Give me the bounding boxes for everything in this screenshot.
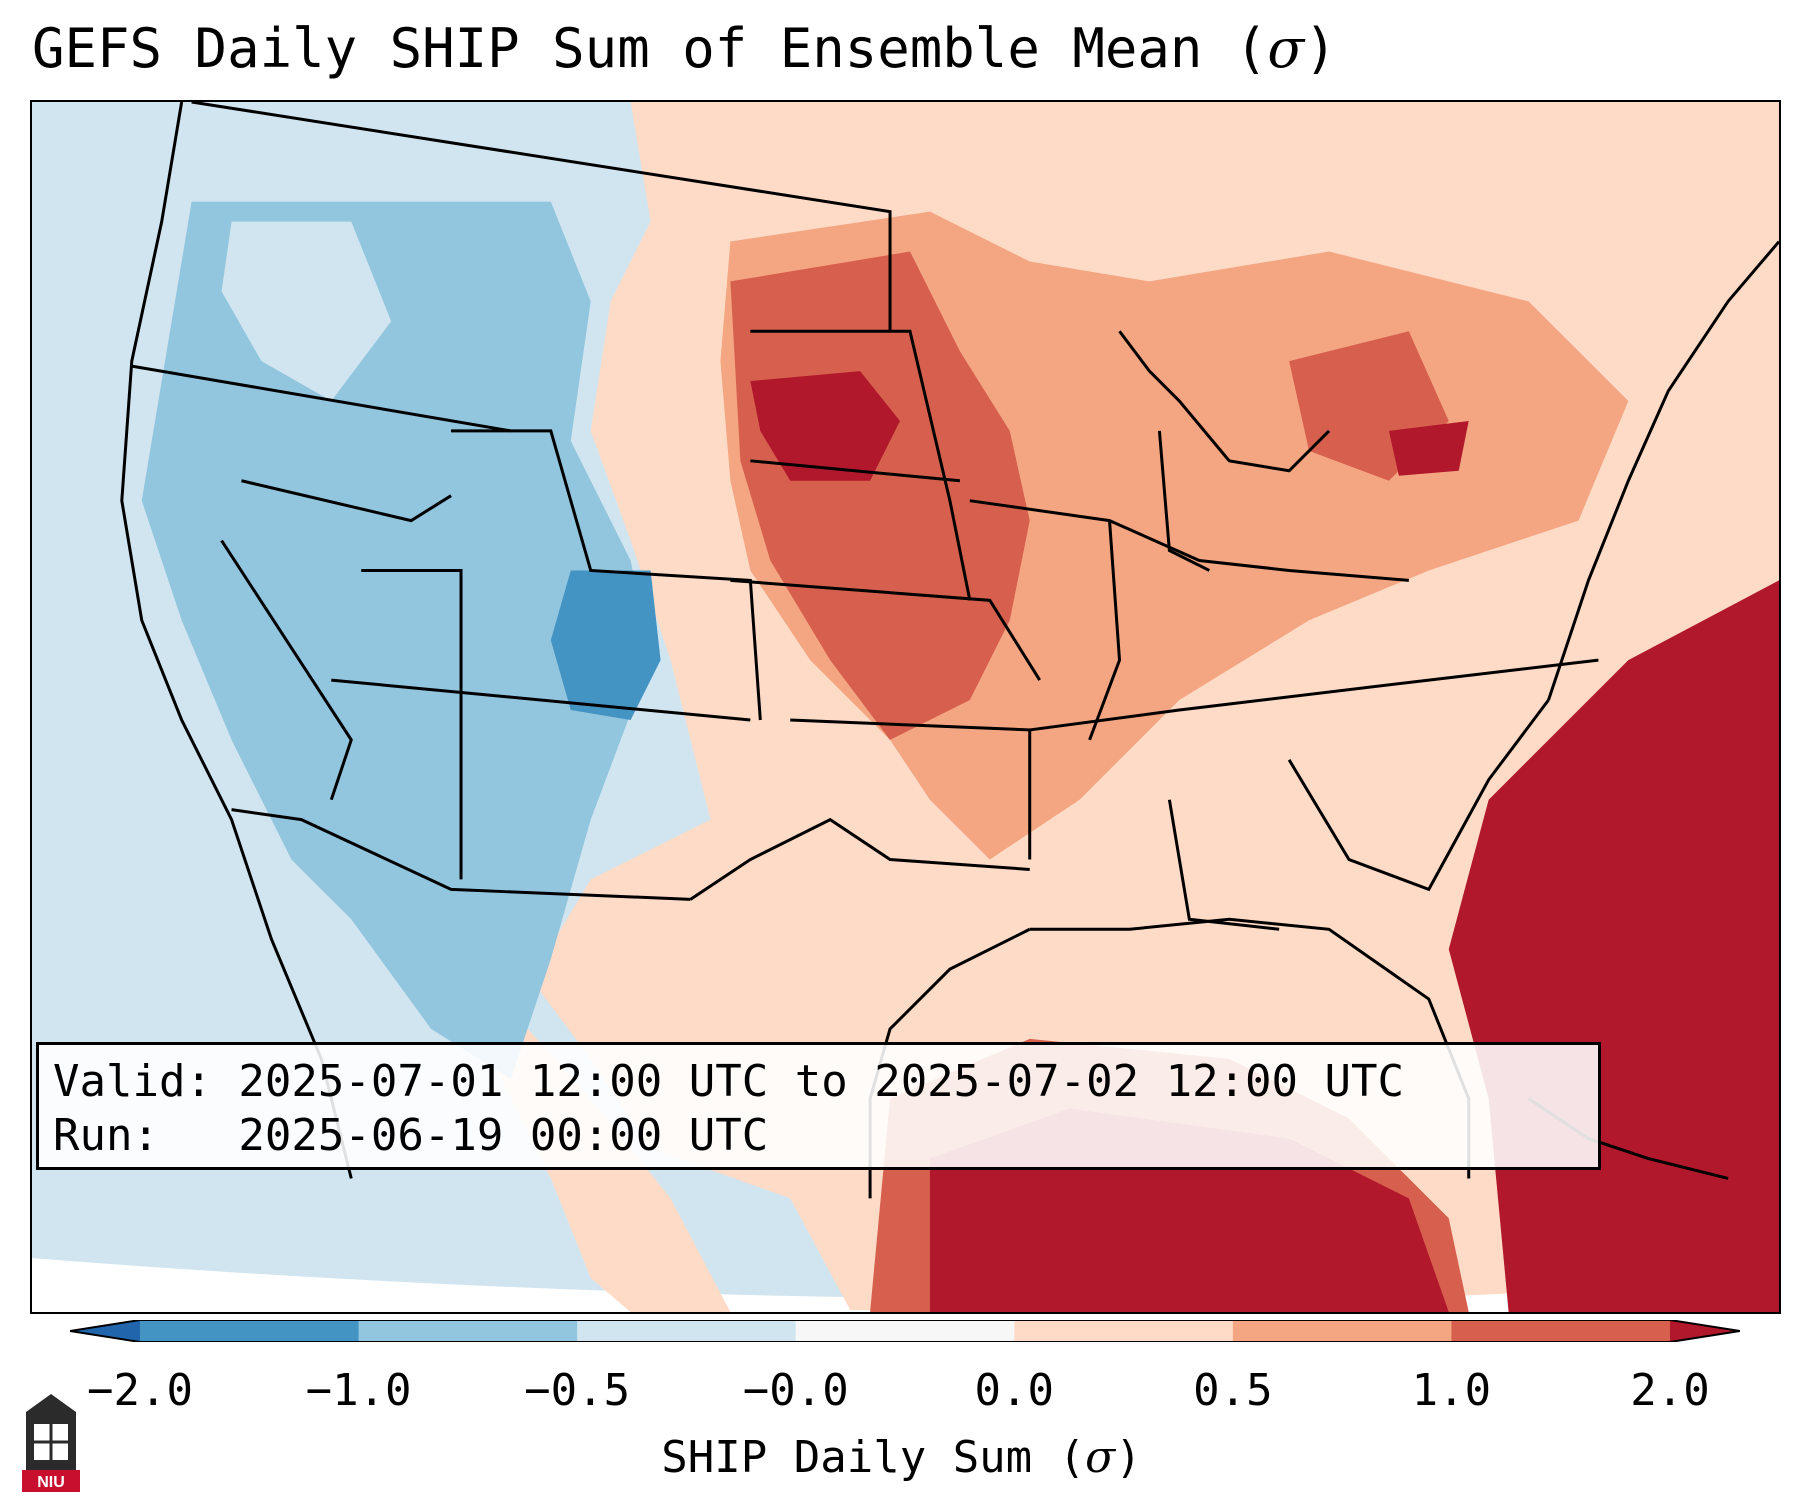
border-tn-nc <box>1029 658 1599 732</box>
border-az-nm <box>361 568 463 880</box>
colorbar-bin <box>1014 1320 1234 1342</box>
valid-time-text: Valid: 2025-07-01 12:00 UTC to 2025-07-0… <box>53 1056 1405 1107</box>
border-canada-west <box>191 102 892 332</box>
map-title: GEFS Daily SHIP Sum of Ensemble Mean (σ) <box>32 17 1337 80</box>
lake-michigan-shore <box>1157 430 1210 572</box>
colorbar-tick-label: 0.5 <box>1193 1365 1273 1416</box>
logo-tower-roof <box>26 1394 76 1412</box>
great-lakes-shore <box>1118 330 1331 473</box>
colorbar-tick-label: 1.0 <box>1411 1365 1492 1416</box>
colorbar-bin <box>1451 1320 1671 1342</box>
colorbar-bin <box>577 1320 797 1342</box>
colorbar-label: SHIP Daily Sum (σ) <box>661 1432 1142 1483</box>
border-four-corners <box>331 678 751 722</box>
anomaly-region-colorado-min <box>550 570 661 720</box>
border-wy-co <box>451 429 762 721</box>
valid-time-box: Valid: 2025-07-01 12:00 UTC to 2025-07-0… <box>36 1042 1601 1170</box>
colorbar-bin <box>358 1320 578 1342</box>
border-il-in <box>1088 520 1122 741</box>
colorbar-under-extend <box>70 1320 140 1342</box>
anomaly-region-nw-slight <box>221 221 392 402</box>
border-nv-ut <box>241 479 452 523</box>
colorbar-tick-label: 0.0 <box>974 1365 1055 1416</box>
border-red-river <box>689 817 1030 901</box>
colorbar-over-extend <box>1670 1320 1740 1342</box>
colorbar <box>70 1320 1740 1342</box>
colorbar-tick-label: −2.0 <box>87 1365 193 1416</box>
colorbar-bin <box>1232 1320 1452 1342</box>
border-us-mexico-west <box>231 808 691 901</box>
border-dakotas <box>750 329 972 601</box>
run-time-text: Run: 2025-06-19 00:00 UTC <box>53 1110 769 1161</box>
atlantic-coastline <box>1547 240 1779 701</box>
border-or-nv-id <box>131 364 512 433</box>
border-midwest <box>969 499 1409 582</box>
southeast-coastline <box>1287 699 1550 892</box>
colorbar-bin <box>140 1320 360 1342</box>
colorbar-tick-label: −0.5 <box>524 1365 631 1416</box>
border-ks-ok <box>730 578 1041 681</box>
colorbar-bin <box>795 1320 1015 1342</box>
logo-badge <box>22 1470 80 1492</box>
anomaly-region-ontario-max <box>1388 420 1469 476</box>
colorbar-tick-label: −0.0 <box>742 1365 849 1416</box>
logo-text: NIU <box>37 1474 65 1491</box>
anomaly-region-west-negative <box>141 201 651 1079</box>
anomaly-region-plains-high <box>730 251 1030 740</box>
anomaly-region-dakota-max <box>750 371 901 481</box>
boundary-lines <box>120 102 1779 1199</box>
colorbar-tick-label: −1.0 <box>305 1365 412 1416</box>
niu-logo: NIU <box>22 1394 80 1492</box>
border-sd-ne <box>750 459 961 483</box>
border-ca-nv <box>220 539 353 801</box>
border-al-fl <box>1167 799 1280 931</box>
pacific-coastline <box>120 102 353 1179</box>
colorbar-tick-label: 2.0 <box>1630 1365 1710 1416</box>
